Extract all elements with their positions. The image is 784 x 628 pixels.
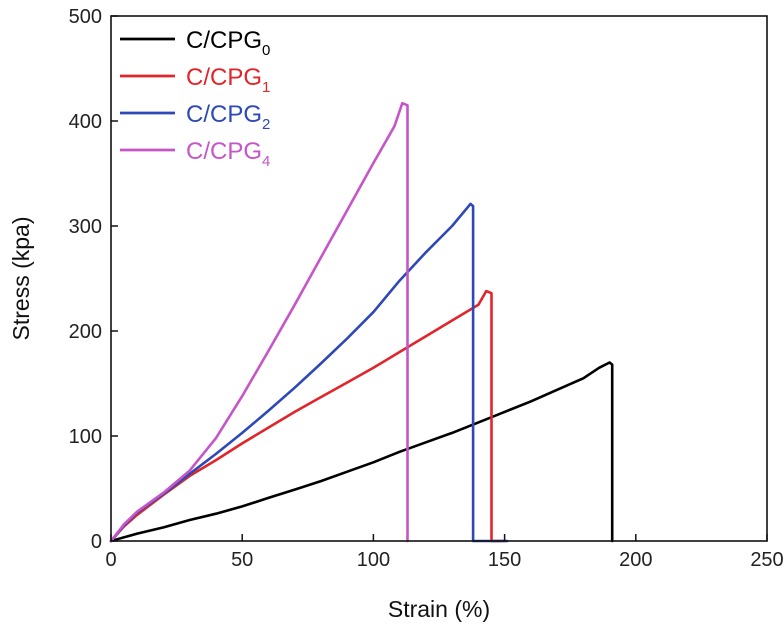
legend-label-subscript: 1 xyxy=(262,79,270,96)
tick-layer: 0 50 100 150 200 250 0 100 200 300 400 500 xyxy=(69,6,784,571)
legend-label: C/CPG1 xyxy=(186,64,270,96)
legend-label: C/CPG0 xyxy=(186,27,270,59)
y-tick-label: 300 xyxy=(69,216,102,238)
series-layer xyxy=(109,101,614,543)
y-axis-title: Stress (kpa) xyxy=(8,217,34,341)
x-tick-label: 150 xyxy=(488,549,521,571)
x-tick-label: 0 xyxy=(105,549,116,571)
legend-label-subscript: 0 xyxy=(262,42,270,59)
y-tick-label: 400 xyxy=(69,111,102,133)
y-tick-label: 0 xyxy=(91,531,102,553)
legend-label-base: C/CPG xyxy=(186,138,262,165)
x-tick-label: 50 xyxy=(231,549,253,571)
x-tick-label: 250 xyxy=(750,549,783,571)
x-tick-label: 200 xyxy=(619,549,652,571)
series-line-c-cpg4 xyxy=(109,101,409,543)
legend-label: C/CPG2 xyxy=(186,101,270,133)
y-tick-label: 500 xyxy=(69,6,102,28)
y-tick-label: 100 xyxy=(69,426,102,448)
legend-label-base: C/CPG xyxy=(186,27,262,54)
legend-label-subscript: 4 xyxy=(262,153,270,170)
legend-label-base: C/CPG xyxy=(186,101,262,128)
legend-label-subscript: 2 xyxy=(262,116,270,133)
x-axis-title: Strain (%) xyxy=(388,596,490,622)
x-tick-label: 100 xyxy=(357,549,390,571)
plot-frame xyxy=(110,15,768,542)
legend-label: C/CPG4 xyxy=(186,138,270,170)
series-line-c-cpg1 xyxy=(109,289,506,543)
series-line-c-cpg0 xyxy=(109,361,614,543)
y-tick-label: 200 xyxy=(69,321,102,343)
legend-label-base: C/CPG xyxy=(186,64,262,91)
